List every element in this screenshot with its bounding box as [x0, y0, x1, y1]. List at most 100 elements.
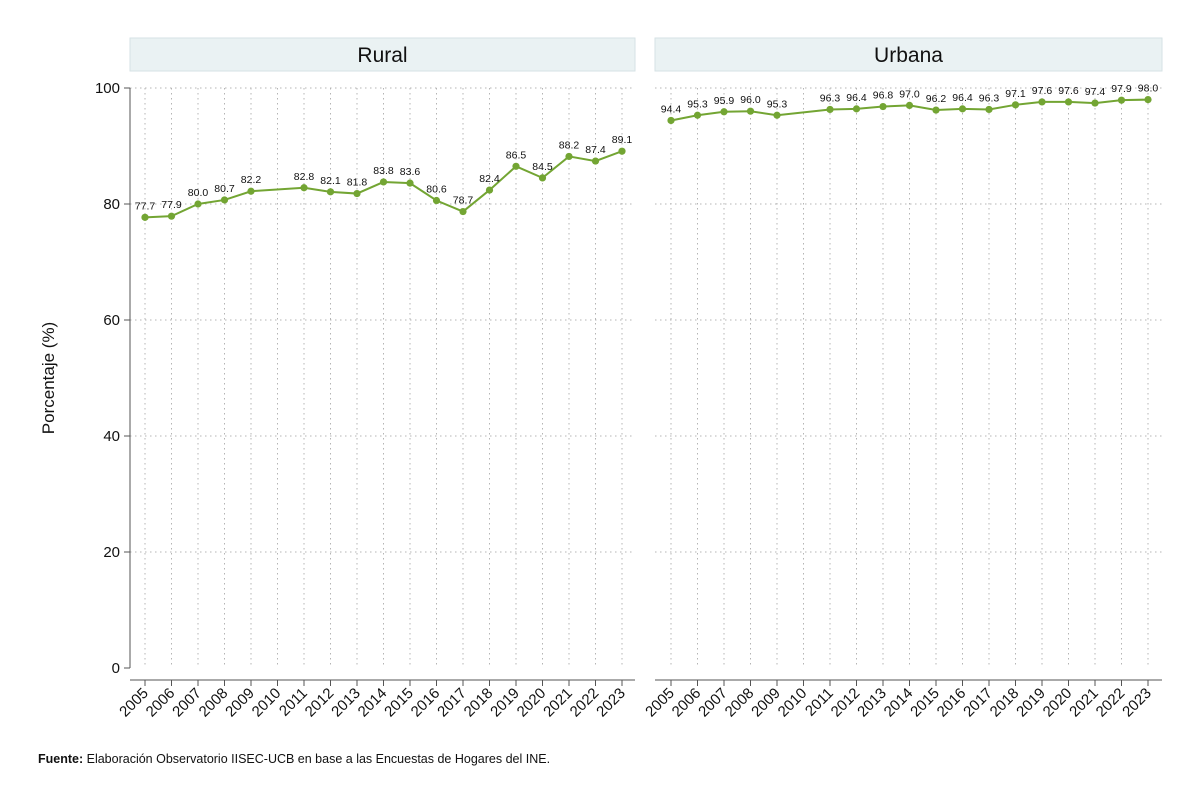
data-label: 82.8 — [294, 171, 315, 183]
x-tick-label: 2016 — [934, 685, 970, 721]
data-label: 87.4 — [585, 144, 606, 156]
data-point — [591, 157, 600, 165]
x-tick-label: 2010 — [249, 685, 285, 721]
data-point — [1117, 96, 1126, 104]
data-point — [1091, 99, 1099, 107]
y-tick-label: 80 — [103, 196, 120, 213]
data-point — [326, 188, 335, 196]
x-tick-label: 2015 — [381, 685, 417, 721]
data-label: 82.2 — [241, 174, 262, 186]
y-tick-label: 40 — [103, 428, 120, 445]
panel-strip — [129, 37, 636, 72]
data-point — [958, 105, 967, 113]
data-label: 86.5 — [506, 149, 527, 161]
data-label: 80.6 — [426, 184, 447, 196]
data-point — [746, 107, 755, 115]
data-point — [773, 111, 781, 119]
x-tick-label: 2007 — [695, 685, 731, 721]
data-label: 83.6 — [400, 166, 421, 178]
x-tick-label: 2008 — [196, 685, 232, 721]
x-tick-label: 2007 — [169, 685, 205, 721]
x-tick-label: 2011 — [802, 685, 837, 720]
data-label: 82.4 — [479, 173, 500, 185]
data-point — [905, 101, 914, 109]
x-tick-label: 2013 — [328, 685, 364, 721]
data-label: 95.3 — [687, 98, 708, 110]
data-point — [667, 116, 675, 125]
data-point — [1144, 96, 1152, 104]
data-label: 96.4 — [846, 92, 867, 104]
data-label: 80.7 — [214, 183, 235, 195]
x-tick-label: 2023 — [593, 685, 629, 721]
data-point — [538, 174, 547, 182]
y-tick-label: 20 — [103, 544, 120, 561]
data-point — [300, 184, 308, 192]
data-label: 94.4 — [661, 103, 682, 115]
x-tick-label: 2008 — [722, 685, 758, 721]
data-point — [220, 196, 229, 204]
x-tick-label: 2017 — [434, 685, 470, 721]
data-point — [194, 200, 202, 208]
data-label: 97.0 — [899, 88, 920, 100]
x-tick-label: 2015 — [907, 685, 943, 721]
x-tick-label: 2019 — [487, 685, 523, 721]
x-tick-label: 2020 — [514, 685, 550, 721]
x-tick-label: 2016 — [408, 685, 444, 721]
y-tick-label: 100 — [95, 80, 120, 97]
y-tick-label: 60 — [103, 312, 120, 329]
x-tick-label: 2009 — [748, 685, 784, 721]
data-point — [618, 147, 626, 155]
data-label: 96.4 — [952, 92, 973, 104]
data-label: 97.6 — [1032, 85, 1053, 97]
panel-rural: Rural02040608010020052006200720082009201… — [95, 37, 636, 721]
x-tick-label: 2012 — [302, 685, 338, 721]
source-text: Elaboración Observatorio IISEC-UCB en ba… — [83, 752, 550, 766]
data-point — [826, 105, 834, 114]
data-point — [141, 213, 149, 221]
data-label: 83.8 — [373, 165, 394, 177]
x-tick-label: 2011 — [276, 685, 311, 720]
data-point — [247, 187, 255, 195]
x-tick-label: 2006 — [669, 685, 705, 721]
data-point — [1038, 98, 1046, 106]
panel-title: Urbana — [874, 44, 943, 67]
x-tick-label: 2023 — [1119, 685, 1155, 721]
data-label: 98.0 — [1138, 83, 1159, 95]
x-tick-label: 2019 — [1013, 685, 1049, 721]
data-point — [1011, 101, 1020, 109]
data-point — [167, 212, 176, 220]
data-label: 96.3 — [820, 92, 841, 104]
data-point — [879, 102, 887, 111]
x-tick-label: 2012 — [828, 685, 864, 721]
data-label: 88.2 — [559, 139, 580, 151]
x-tick-label: 2014 — [881, 685, 917, 721]
data-point — [432, 196, 441, 205]
data-label: 97.6 — [1058, 85, 1079, 97]
x-tick-label: 2009 — [222, 685, 258, 721]
data-point — [1064, 98, 1073, 106]
data-point — [985, 105, 993, 114]
data-point — [852, 105, 861, 113]
x-tick-label: 2010 — [775, 685, 811, 721]
data-point — [379, 178, 388, 186]
data-label: 95.3 — [767, 98, 788, 110]
source-label: Fuente: — [38, 752, 83, 766]
data-point — [459, 207, 467, 216]
series-line — [144, 150, 623, 219]
x-tick-label: 2006 — [143, 685, 179, 721]
data-label: 80.0 — [188, 187, 209, 199]
panel-title: Rural — [357, 44, 407, 67]
data-label: 96.2 — [926, 93, 947, 105]
data-label: 77.7 — [135, 200, 156, 212]
y-tick-label: 0 — [112, 660, 120, 677]
x-tick-label: 2018 — [987, 685, 1023, 721]
data-point — [932, 106, 940, 114]
data-label: 81.8 — [347, 177, 368, 189]
data-label: 77.9 — [161, 199, 182, 211]
data-label: 89.1 — [612, 134, 633, 146]
x-tick-label: 2022 — [567, 685, 603, 721]
x-tick-label: 2021 — [540, 685, 576, 721]
x-tick-label: 2005 — [116, 685, 152, 721]
panel-urbana: Urbana2005200620072008200920102011201220… — [642, 37, 1163, 721]
data-label: 82.1 — [320, 175, 341, 187]
